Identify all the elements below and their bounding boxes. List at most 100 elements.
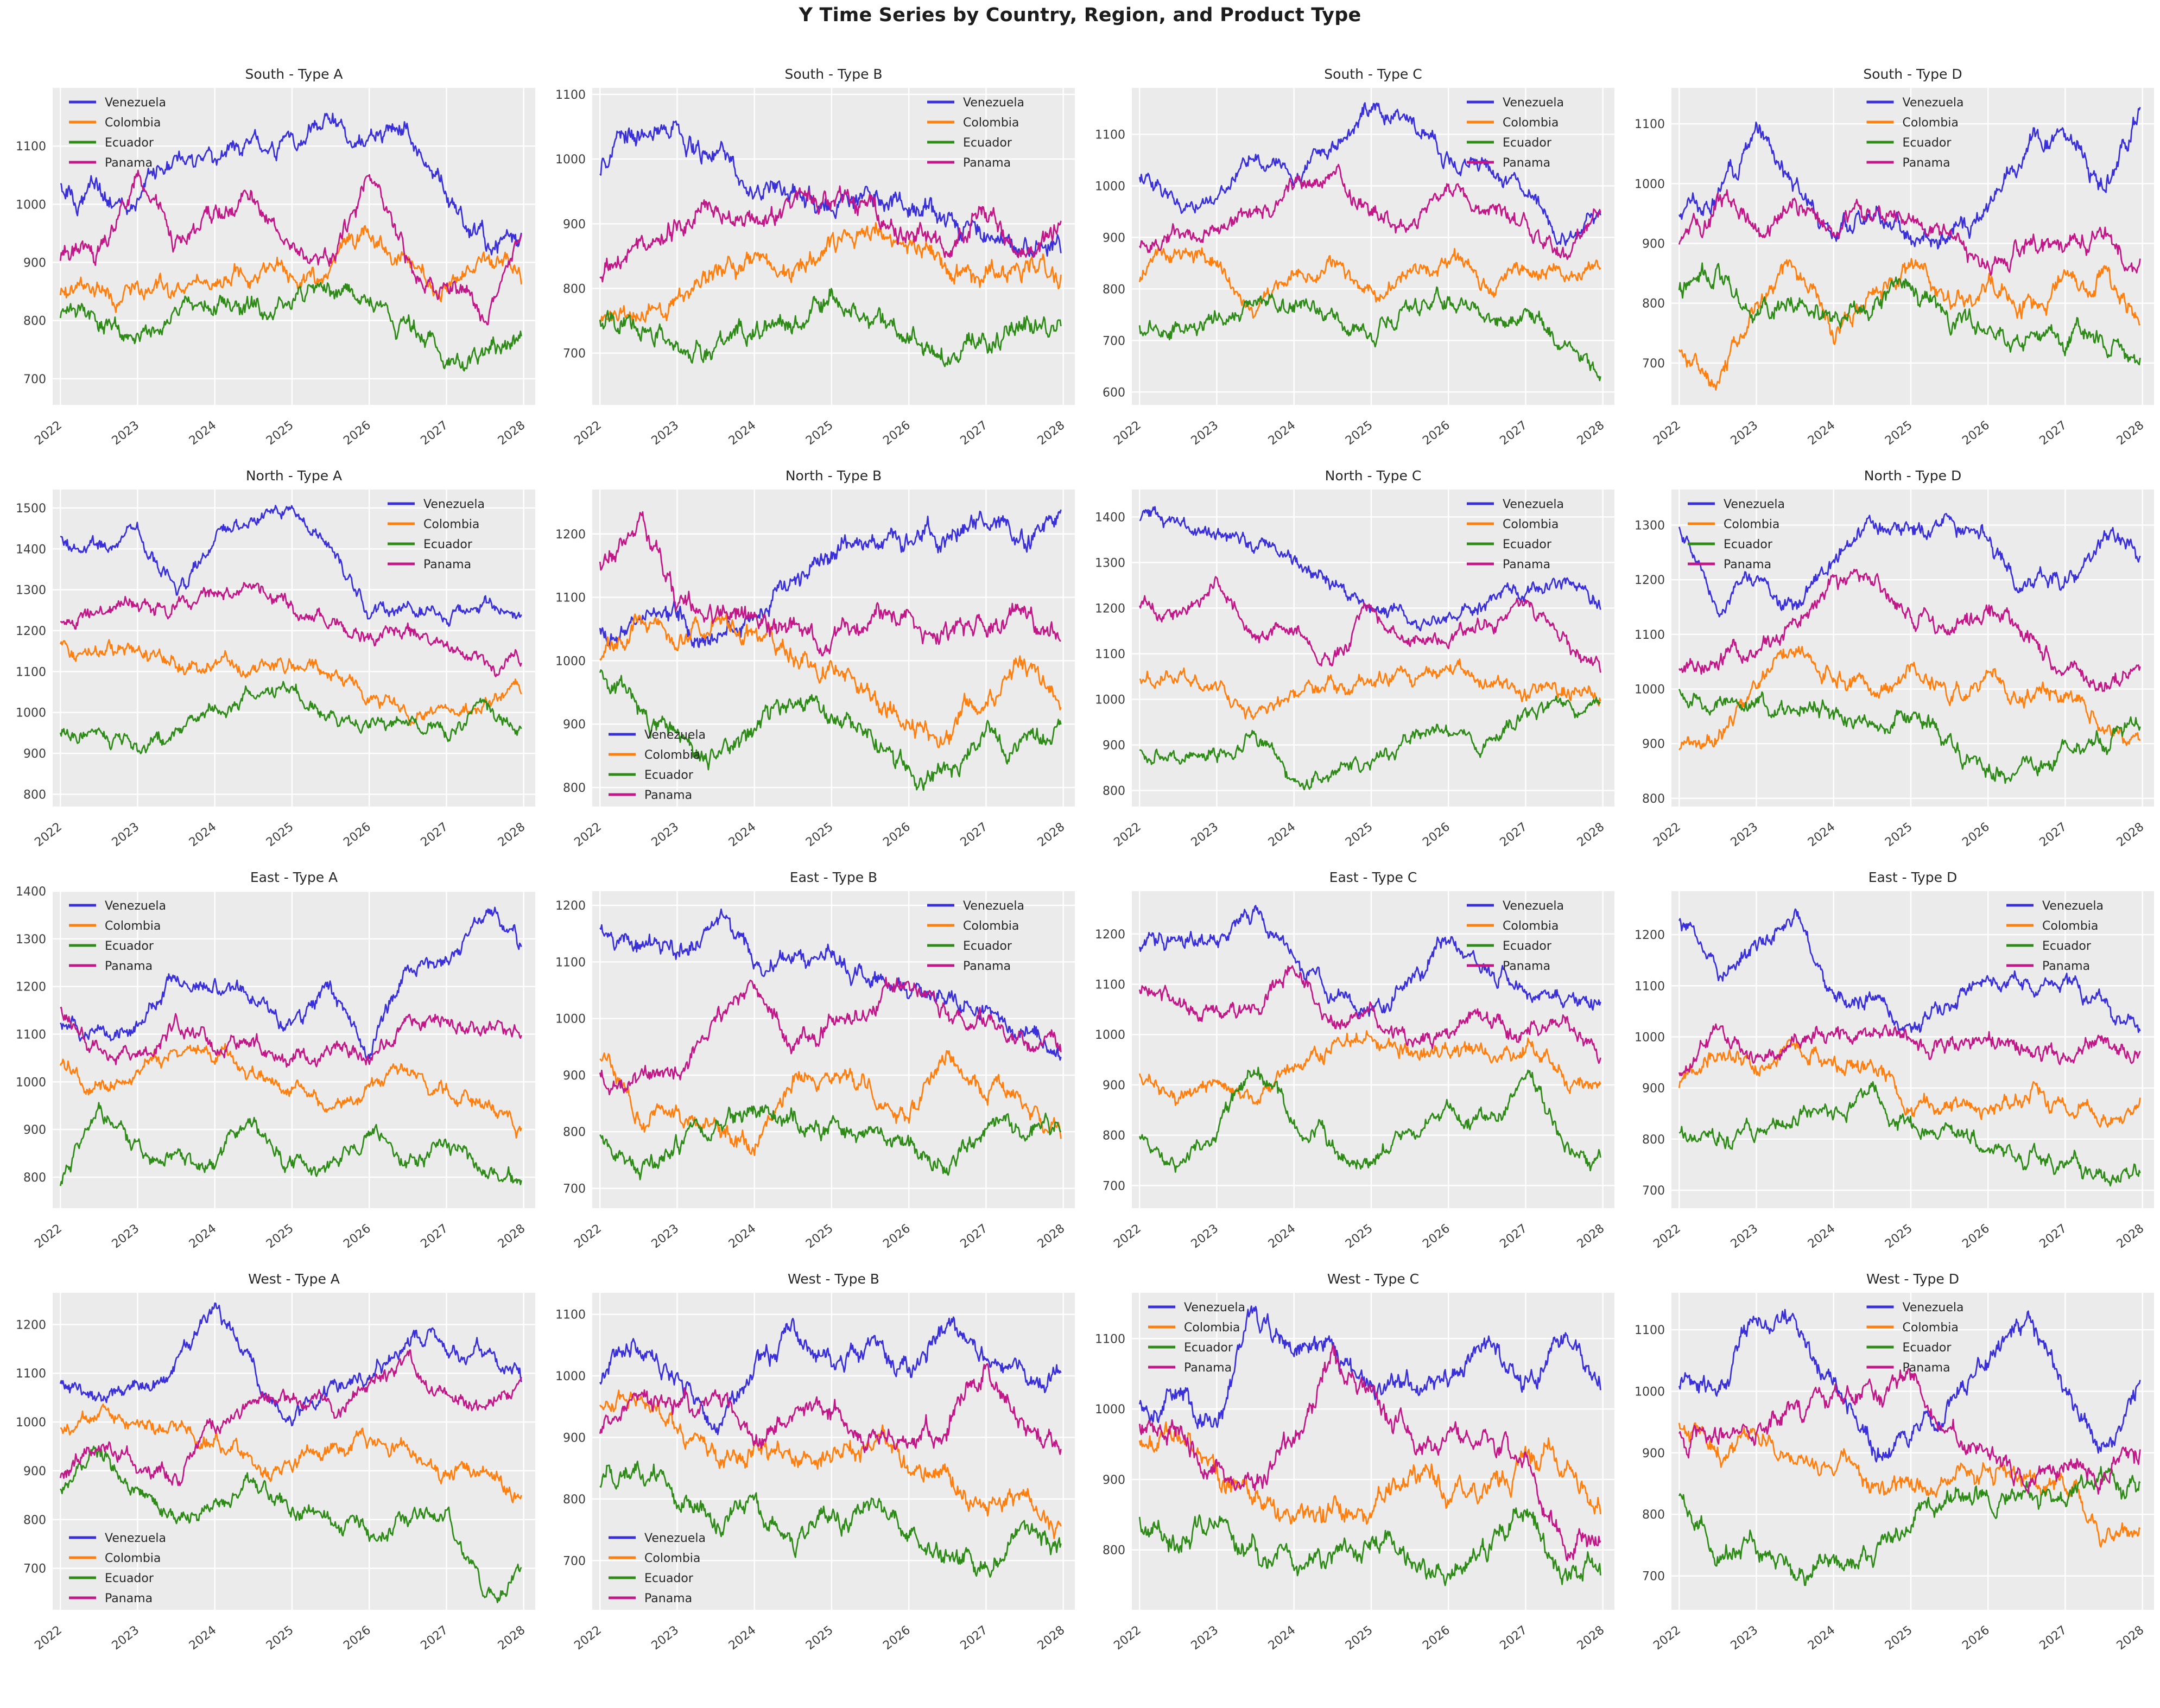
- y-tick-label: 1200: [16, 625, 46, 638]
- x-tick-label: 2028: [1575, 820, 1607, 849]
- x-tick-label: 2022: [1651, 1222, 1683, 1251]
- y-tick-label: 1100: [16, 665, 46, 679]
- subplot-canvas: North - Type C 2022 2023 2024 2025 2026 2027 20…: [1095, 468, 1614, 849]
- legend-label-ecuador: Ecuador: [1903, 136, 1952, 150]
- x-tick-label: 2025: [803, 1222, 836, 1251]
- x-tick-label: 2027: [958, 418, 991, 448]
- legend-label-panama: Panama: [1503, 960, 1550, 973]
- x-tick-label: 2025: [1343, 1222, 1376, 1251]
- x-tick-label: 2022: [1111, 418, 1144, 448]
- y-tick-label: 1100: [1095, 128, 1125, 142]
- series-line-venezuela: [1678, 513, 2141, 618]
- y-tick-label: 1200: [1095, 928, 1125, 942]
- plot-background: [1132, 490, 1614, 807]
- legend-label-ecuador: Ecuador: [2042, 939, 2092, 953]
- x-tick-label: 2026: [1420, 820, 1453, 849]
- x-tick-label: 2024: [187, 1623, 219, 1653]
- series-line-colombia: [59, 639, 522, 726]
- subplot-title: South - Type C: [1324, 66, 1422, 82]
- x-tick-label: 2028: [496, 1222, 528, 1251]
- legend-label-ecuador: Ecuador: [963, 939, 1012, 953]
- y-tick-label: 1000: [555, 1013, 586, 1026]
- series-line-ecuador: [1138, 1507, 1601, 1586]
- x-tick-label: 2023: [110, 1623, 142, 1653]
- x-tick-label: 2026: [1960, 1222, 1992, 1251]
- legend-label-ecuador: Ecuador: [1503, 136, 1552, 150]
- x-tick-label: 2026: [1960, 820, 1992, 849]
- y-tick-label: 700: [1642, 1184, 1665, 1198]
- x-tick-label: 2026: [1960, 1623, 1992, 1653]
- legend-label-venezuela: Venezuela: [963, 96, 1024, 110]
- subplot-east-type-a: East - Type A 2022 2023 2024 2025 2026 2027 202…: [1, 867, 541, 1269]
- y-tick-label: 900: [1642, 237, 1665, 251]
- y-tick-label: 900: [563, 718, 586, 732]
- x-tick-label: 2024: [1266, 418, 1298, 448]
- y-tick-label: 1300: [1635, 519, 1665, 532]
- series-line-ecuador: [1678, 689, 2141, 784]
- x-tick-label: 2025: [264, 418, 296, 448]
- y-tick-label: 900: [1642, 1082, 1665, 1096]
- x-tick-label: 2023: [1728, 820, 1761, 849]
- x-tick-label: 2028: [1575, 1222, 1607, 1251]
- x-tick-label: 2028: [1035, 1623, 1068, 1653]
- series-line-panama: [1138, 965, 1601, 1064]
- legend-label-colombia: Colombia: [1724, 518, 1779, 531]
- y-tick-label: 1000: [1095, 1403, 1125, 1417]
- series-line-colombia: [599, 1050, 1062, 1157]
- x-tick-label: 2027: [1498, 1222, 1530, 1251]
- y-tick-label: 1100: [1635, 118, 1665, 131]
- y-tick-label: 700: [1103, 334, 1125, 348]
- series-line-colombia: [1678, 258, 2141, 391]
- legend-label-venezuela: Venezuela: [105, 96, 166, 110]
- legend-label-colombia: Colombia: [105, 116, 161, 130]
- y-tick-label: 700: [23, 373, 46, 386]
- x-tick-label: 2026: [881, 820, 913, 849]
- series-line-colombia: [59, 1043, 522, 1139]
- subplot-canvas: South - Type B 2022 2023 2024 2025 2026 2027 20…: [555, 66, 1075, 448]
- subplot-title: East - Type D: [1868, 869, 1957, 885]
- subplot-title: North - Type A: [246, 468, 342, 484]
- series-line-panama: [59, 169, 522, 326]
- y-tick-label: 600: [1103, 386, 1125, 399]
- x-tick-label: 2027: [419, 418, 451, 448]
- x-tick-label: 2024: [726, 820, 759, 849]
- x-tick-label: 2026: [1960, 418, 1992, 448]
- x-tick-label: 2024: [726, 1623, 759, 1653]
- y-tick-label: 700: [1642, 1570, 1665, 1584]
- legend-label-venezuela: Venezuela: [2042, 899, 2104, 913]
- y-tick-label: 800: [1642, 1133, 1665, 1147]
- subplot-canvas: North - Type A 2022 2023 2024 2025 2026 2027 20…: [16, 468, 535, 849]
- subplot-canvas: East - Type D 2022 2023 2024 2025 2026 2027 202…: [1635, 869, 2154, 1251]
- x-tick-label: 2022: [572, 820, 604, 849]
- subplot-title: West - Type A: [248, 1271, 340, 1287]
- x-tick-label: 2028: [496, 1623, 528, 1653]
- series-line-venezuela: [1138, 1305, 1601, 1430]
- x-tick-label: 2026: [1420, 1222, 1453, 1251]
- series-line-colombia: [1138, 246, 1601, 319]
- subplot-north-type-d: North - Type D 2022 2023 2024 2025 2026 2027 20…: [1620, 466, 2159, 867]
- x-tick-label: 2024: [726, 1222, 759, 1251]
- x-tick-label: 2024: [187, 1222, 219, 1251]
- legend-label-colombia: Colombia: [1184, 1321, 1240, 1335]
- y-tick-label: 900: [23, 1123, 46, 1137]
- y-tick-label: 900: [563, 1069, 586, 1083]
- x-tick-label: 2023: [110, 418, 142, 448]
- series-line-panama: [1678, 189, 2141, 276]
- y-tick-label: 700: [563, 347, 586, 361]
- x-tick-label: 2022: [1111, 1222, 1144, 1251]
- x-tick-label: 2023: [649, 1222, 682, 1251]
- legend-label-panama: Panama: [963, 960, 1011, 973]
- x-tick-label: 2027: [2037, 1623, 2070, 1653]
- legend-label-venezuela: Venezuela: [1724, 498, 1785, 511]
- y-tick-label: 1000: [16, 1076, 46, 1089]
- subplot-canvas: South - Type A 2022 2023 2024 2025 2026 2027 20…: [16, 66, 535, 448]
- series-line-panama: [599, 185, 1062, 283]
- y-tick-label: 1300: [16, 584, 46, 598]
- series-line-colombia: [599, 1389, 1062, 1540]
- x-tick-label: 2025: [1343, 418, 1376, 448]
- y-tick-label: 900: [1103, 1474, 1125, 1487]
- subplot-south-type-a: South - Type A 2022 2023 2024 2025 2026 2027 20…: [1, 64, 541, 466]
- y-tick-label: 1100: [555, 88, 586, 102]
- y-tick-label: 1100: [1095, 1332, 1125, 1346]
- y-tick-label: 1000: [16, 707, 46, 720]
